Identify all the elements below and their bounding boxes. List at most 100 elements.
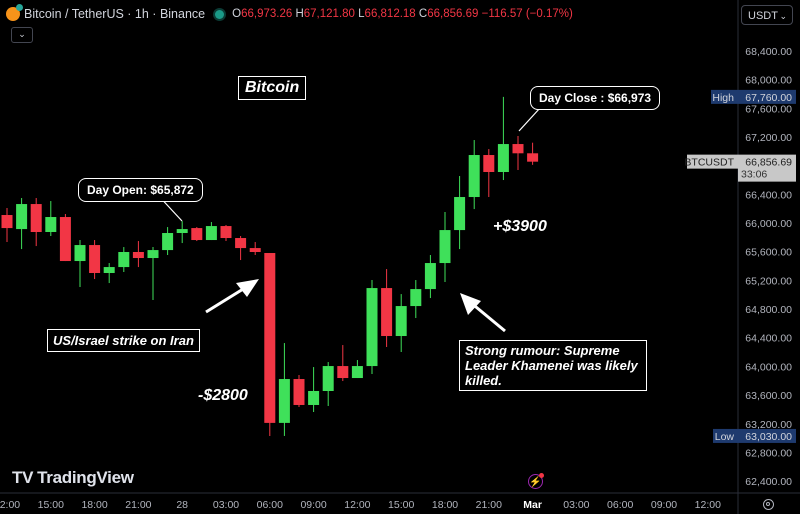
rise-label: +$3900 [493, 218, 547, 235]
candle[interactable] [191, 227, 203, 242]
settings-gear-icon[interactable] [763, 499, 774, 510]
time-tick-label: 06:00 [607, 499, 633, 511]
drop-label: -$2800 [198, 387, 248, 404]
candle[interactable] [424, 255, 436, 299]
candle[interactable] [410, 280, 422, 319]
day-close-pointer [518, 107, 541, 132]
candle-body [1, 215, 13, 229]
price-tick-label: 62,800.00 [745, 447, 792, 459]
arrow-rumour [469, 300, 506, 333]
tradingview-watermark[interactable]: TV TradingView [12, 468, 134, 487]
candle[interactable] [162, 227, 174, 256]
arrow-head-icon [236, 279, 259, 297]
svg-text:67,760.00: 67,760.00 [745, 92, 792, 104]
candle-body [59, 217, 71, 262]
candle[interactable] [454, 176, 466, 250]
candle[interactable] [132, 241, 144, 268]
candle-body [205, 226, 217, 241]
candle[interactable] [527, 142, 539, 165]
candle[interactable] [497, 96, 509, 181]
candle[interactable] [235, 236, 247, 261]
price-tick-label: 64,800.00 [745, 304, 792, 316]
candle[interactable] [30, 198, 42, 247]
candle[interactable] [512, 136, 524, 170]
candle[interactable] [439, 212, 451, 283]
time-tick-label: 03:00 [563, 499, 589, 511]
flash-icon[interactable]: ⚡ [528, 473, 544, 489]
time-tick-label: 15:00 [388, 499, 414, 511]
candle-body [322, 366, 334, 391]
price-tick-label: 66,400.00 [745, 189, 792, 201]
candle-body [30, 204, 42, 233]
day-open-callout: Day Open: $65,872 [78, 178, 203, 202]
symbol-title[interactable]: Bitcoin / TetherUS · 1h · Binance [24, 7, 206, 21]
candle-body [147, 250, 159, 259]
candle[interactable] [220, 225, 232, 242]
candle[interactable] [89, 240, 101, 280]
time-tick-label: 21:00 [125, 499, 151, 511]
candle[interactable] [278, 343, 290, 436]
price-tick-label: 62,400.00 [745, 476, 792, 488]
candle-body [89, 245, 101, 274]
candle[interactable] [395, 294, 407, 353]
symbol-header: Bitcoin / TetherUS · 1h · Binance O66,97… [6, 4, 573, 21]
candle[interactable] [468, 140, 480, 210]
arrow-head-icon [460, 293, 481, 315]
candle[interactable] [351, 360, 363, 379]
price-tick-label: 65,200.00 [745, 275, 792, 287]
candle[interactable] [249, 242, 261, 256]
currency-value: USDT [748, 10, 778, 22]
time-tick-label: 12:00 [0, 499, 20, 511]
candle-body [264, 253, 276, 423]
candle[interactable] [308, 367, 320, 413]
candle[interactable] [45, 201, 57, 237]
candle[interactable] [118, 247, 130, 273]
candle-body [439, 230, 451, 264]
currency-selector[interactable]: USDT ⌄ [741, 5, 793, 25]
candle-body [191, 228, 203, 241]
price-axis[interactable]: 68,400.00 68,000.00 67,600.00 67,200.00 66,4… [745, 46, 792, 488]
candle[interactable] [264, 253, 276, 436]
candle-body [395, 306, 407, 337]
candle[interactable] [205, 222, 217, 241]
candle-body [410, 289, 422, 307]
price-tick-label: 64,000.00 [745, 361, 792, 373]
price-tick-label: 68,000.00 [745, 75, 792, 87]
candle[interactable] [176, 221, 188, 244]
candle-body [74, 245, 86, 262]
time-tick-label: 21:00 [476, 499, 502, 511]
candle[interactable] [74, 240, 86, 288]
price-tick-label: 67,200.00 [745, 132, 792, 144]
market-status-icon[interactable] [215, 9, 225, 19]
price-tick-label: 66,000.00 [745, 218, 792, 230]
candle[interactable] [366, 280, 378, 375]
candle[interactable] [147, 247, 159, 301]
candle[interactable] [293, 375, 305, 407]
candle[interactable] [103, 263, 115, 284]
collapse-legend-button[interactable]: ⌄ [11, 27, 33, 43]
time-tick-label: 12:00 [344, 499, 370, 511]
price-tick-label: 65,600.00 [745, 247, 792, 259]
candle[interactable] [16, 198, 28, 250]
chevron-down-icon: ⌄ [779, 11, 787, 21]
day-close-callout: Day Close : $66,973 [530, 86, 661, 110]
candle-body [278, 379, 290, 423]
candle-body [293, 379, 305, 405]
candle[interactable] [381, 269, 393, 347]
candle-body [162, 233, 174, 251]
candle[interactable] [483, 149, 495, 198]
candle-body [103, 267, 115, 274]
candle[interactable] [1, 208, 13, 243]
low-marker: Low 63,030.00 [713, 428, 796, 443]
candle[interactable] [322, 362, 334, 406]
tradingview-logo-icon: TV [12, 468, 34, 487]
strike-annotation: US/Israel strike on Iran [47, 329, 200, 352]
candle-body [424, 263, 436, 290]
candle-body [220, 226, 232, 239]
candle-body [351, 366, 363, 379]
time-axis[interactable]: 12:00 15:00 18:00 21:00 28 03:00 06:00 09:00 12:… [0, 499, 721, 511]
candle[interactable] [59, 214, 71, 262]
candle-body [235, 238, 247, 249]
candle[interactable] [337, 345, 349, 382]
